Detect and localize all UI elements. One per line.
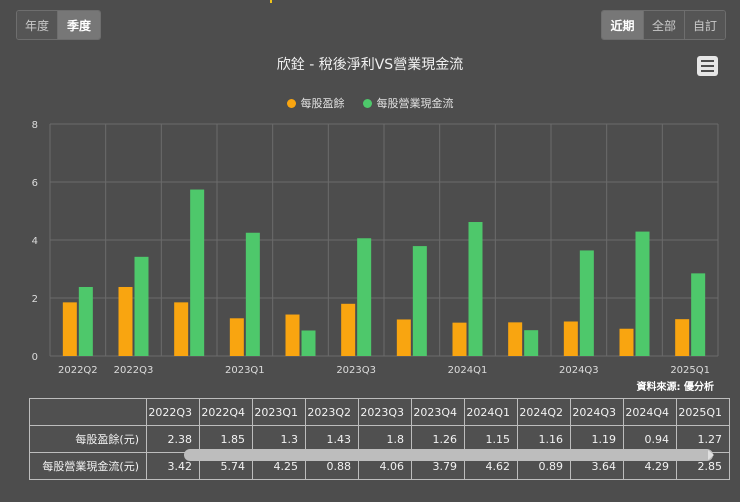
table-header-cell: 2024Q1 [464,398,518,426]
bar-eps [508,322,523,356]
table-cell: 1.16 [517,425,571,453]
bar-cashflow [301,330,316,356]
custom-range-button[interactable]: 自訂 [685,11,725,39]
legend-dot-eps [286,98,296,108]
table-cell: 3.42 [146,452,200,480]
bar-cashflow [691,273,706,356]
y-tick-label: 2 [32,294,38,305]
bar-cashflow [524,330,539,356]
table-cell: 1.15 [464,425,518,453]
legend-label-eps: 每股盈餘 [300,97,345,110]
table-header-cell: 2023Q1 [252,398,306,426]
bar-cashflow [635,231,650,356]
table-scrollbar[interactable] [184,449,713,461]
table-header-cell: 2023Q2 [305,398,359,426]
hamburger-icon[interactable] [697,56,718,76]
table-header-cell: 2022Q3 [146,398,200,426]
table-header-cell: 2024Q3 [570,398,624,426]
bar-eps [62,302,77,356]
table-header-cell: 2024Q2 [517,398,571,426]
annual-tab[interactable]: 年度 [17,11,58,39]
x-tick-label: 2023Q1 [225,365,265,376]
table-cell: 0.94 [623,425,677,453]
bar-eps [452,322,467,356]
bar-eps [563,321,578,356]
bar-eps [229,318,244,356]
bar-eps [396,319,411,356]
bar-cashflow [134,256,149,356]
x-tick-label: 2025Q1 [670,365,710,376]
table-header-cell: 2022Q4 [199,398,253,426]
y-tick-label: 8 [32,120,38,131]
x-tick-label: 2024Q1 [448,365,488,376]
quarterly-tab[interactable]: 季度 [58,11,100,39]
data-table: 2022Q3 2022Q4 2023Q1 2023Q2 2023Q3 2023Q… [29,398,730,480]
bar-cashflow [245,232,260,356]
bar-eps [118,286,133,356]
source-note: 資料來源: 優分析 [636,382,714,393]
table-cell: 1.27 [676,425,730,453]
bar-cashflow [412,246,427,356]
bar-eps [675,319,690,356]
table-cell: 1.43 [305,425,359,453]
table-header-cell: 2025Q1 [676,398,730,426]
y-tick-label: 0 [32,352,38,363]
legend-dot-cash [362,98,372,108]
recent-range-button[interactable]: 近期 [602,11,644,39]
x-tick-label: 2022Q3 [114,365,154,376]
chart-title: 欣銓 - 稅後淨利VS營業現金流 [276,57,464,73]
table-corner-cell [29,398,147,426]
x-tick-label: 2024Q3 [559,365,599,376]
legend: 每股盈餘 每股營業現金流 [0,95,740,111]
y-tick-label: 4 [32,236,38,247]
bar-eps [619,328,634,356]
bar-cashflow [468,222,483,356]
table-header-row: 2022Q3 2022Q4 2023Q1 2023Q2 2023Q3 2023Q… [29,398,730,426]
table-row-eps: 每股盈餘(元) 2.38 1.85 1.3 1.43 1.8 1.26 1.15… [29,425,730,453]
bar-cashflow [357,238,372,356]
bar-cashflow [78,286,93,356]
bar-cashflow [190,189,205,356]
x-tick-label: 2023Q3 [336,365,376,376]
table-cell: 2.85 [676,452,730,480]
table-header-cell: 2024Q4 [623,398,677,426]
row-label: 每股盈餘(元) [29,425,147,453]
legend-label-cash: 每股營業現金流 [376,97,454,110]
bar-eps [174,302,189,356]
period-toggle: 年度 季度 [16,10,101,40]
table-cell: 1.85 [199,425,253,453]
top-accent-strip [0,0,740,3]
table-header-cell: 2023Q4 [411,398,465,426]
scroll-right-arrow-icon[interactable] [708,450,714,460]
legend-item-cash[interactable]: 每股營業現金流 [362,95,454,111]
bar-cashflow [579,250,594,356]
bar-eps [285,314,300,356]
range-toggle: 近期 全部 自訂 [601,10,726,40]
all-range-button[interactable]: 全部 [644,11,685,39]
y-tick-label: 6 [32,178,38,189]
table-header-cell: 2023Q3 [358,398,412,426]
bar-chart: 0 2 4 6 8 2022Q2 2022Q3 2023Q1 2023Q3 2024Q1 2024Q… [32,120,719,376]
bar-eps [341,303,356,356]
x-tick-label: 2022Q2 [58,365,98,376]
row-label: 每股營業現金流(元) [29,452,147,480]
legend-item-eps[interactable]: 每股盈餘 [286,95,345,111]
